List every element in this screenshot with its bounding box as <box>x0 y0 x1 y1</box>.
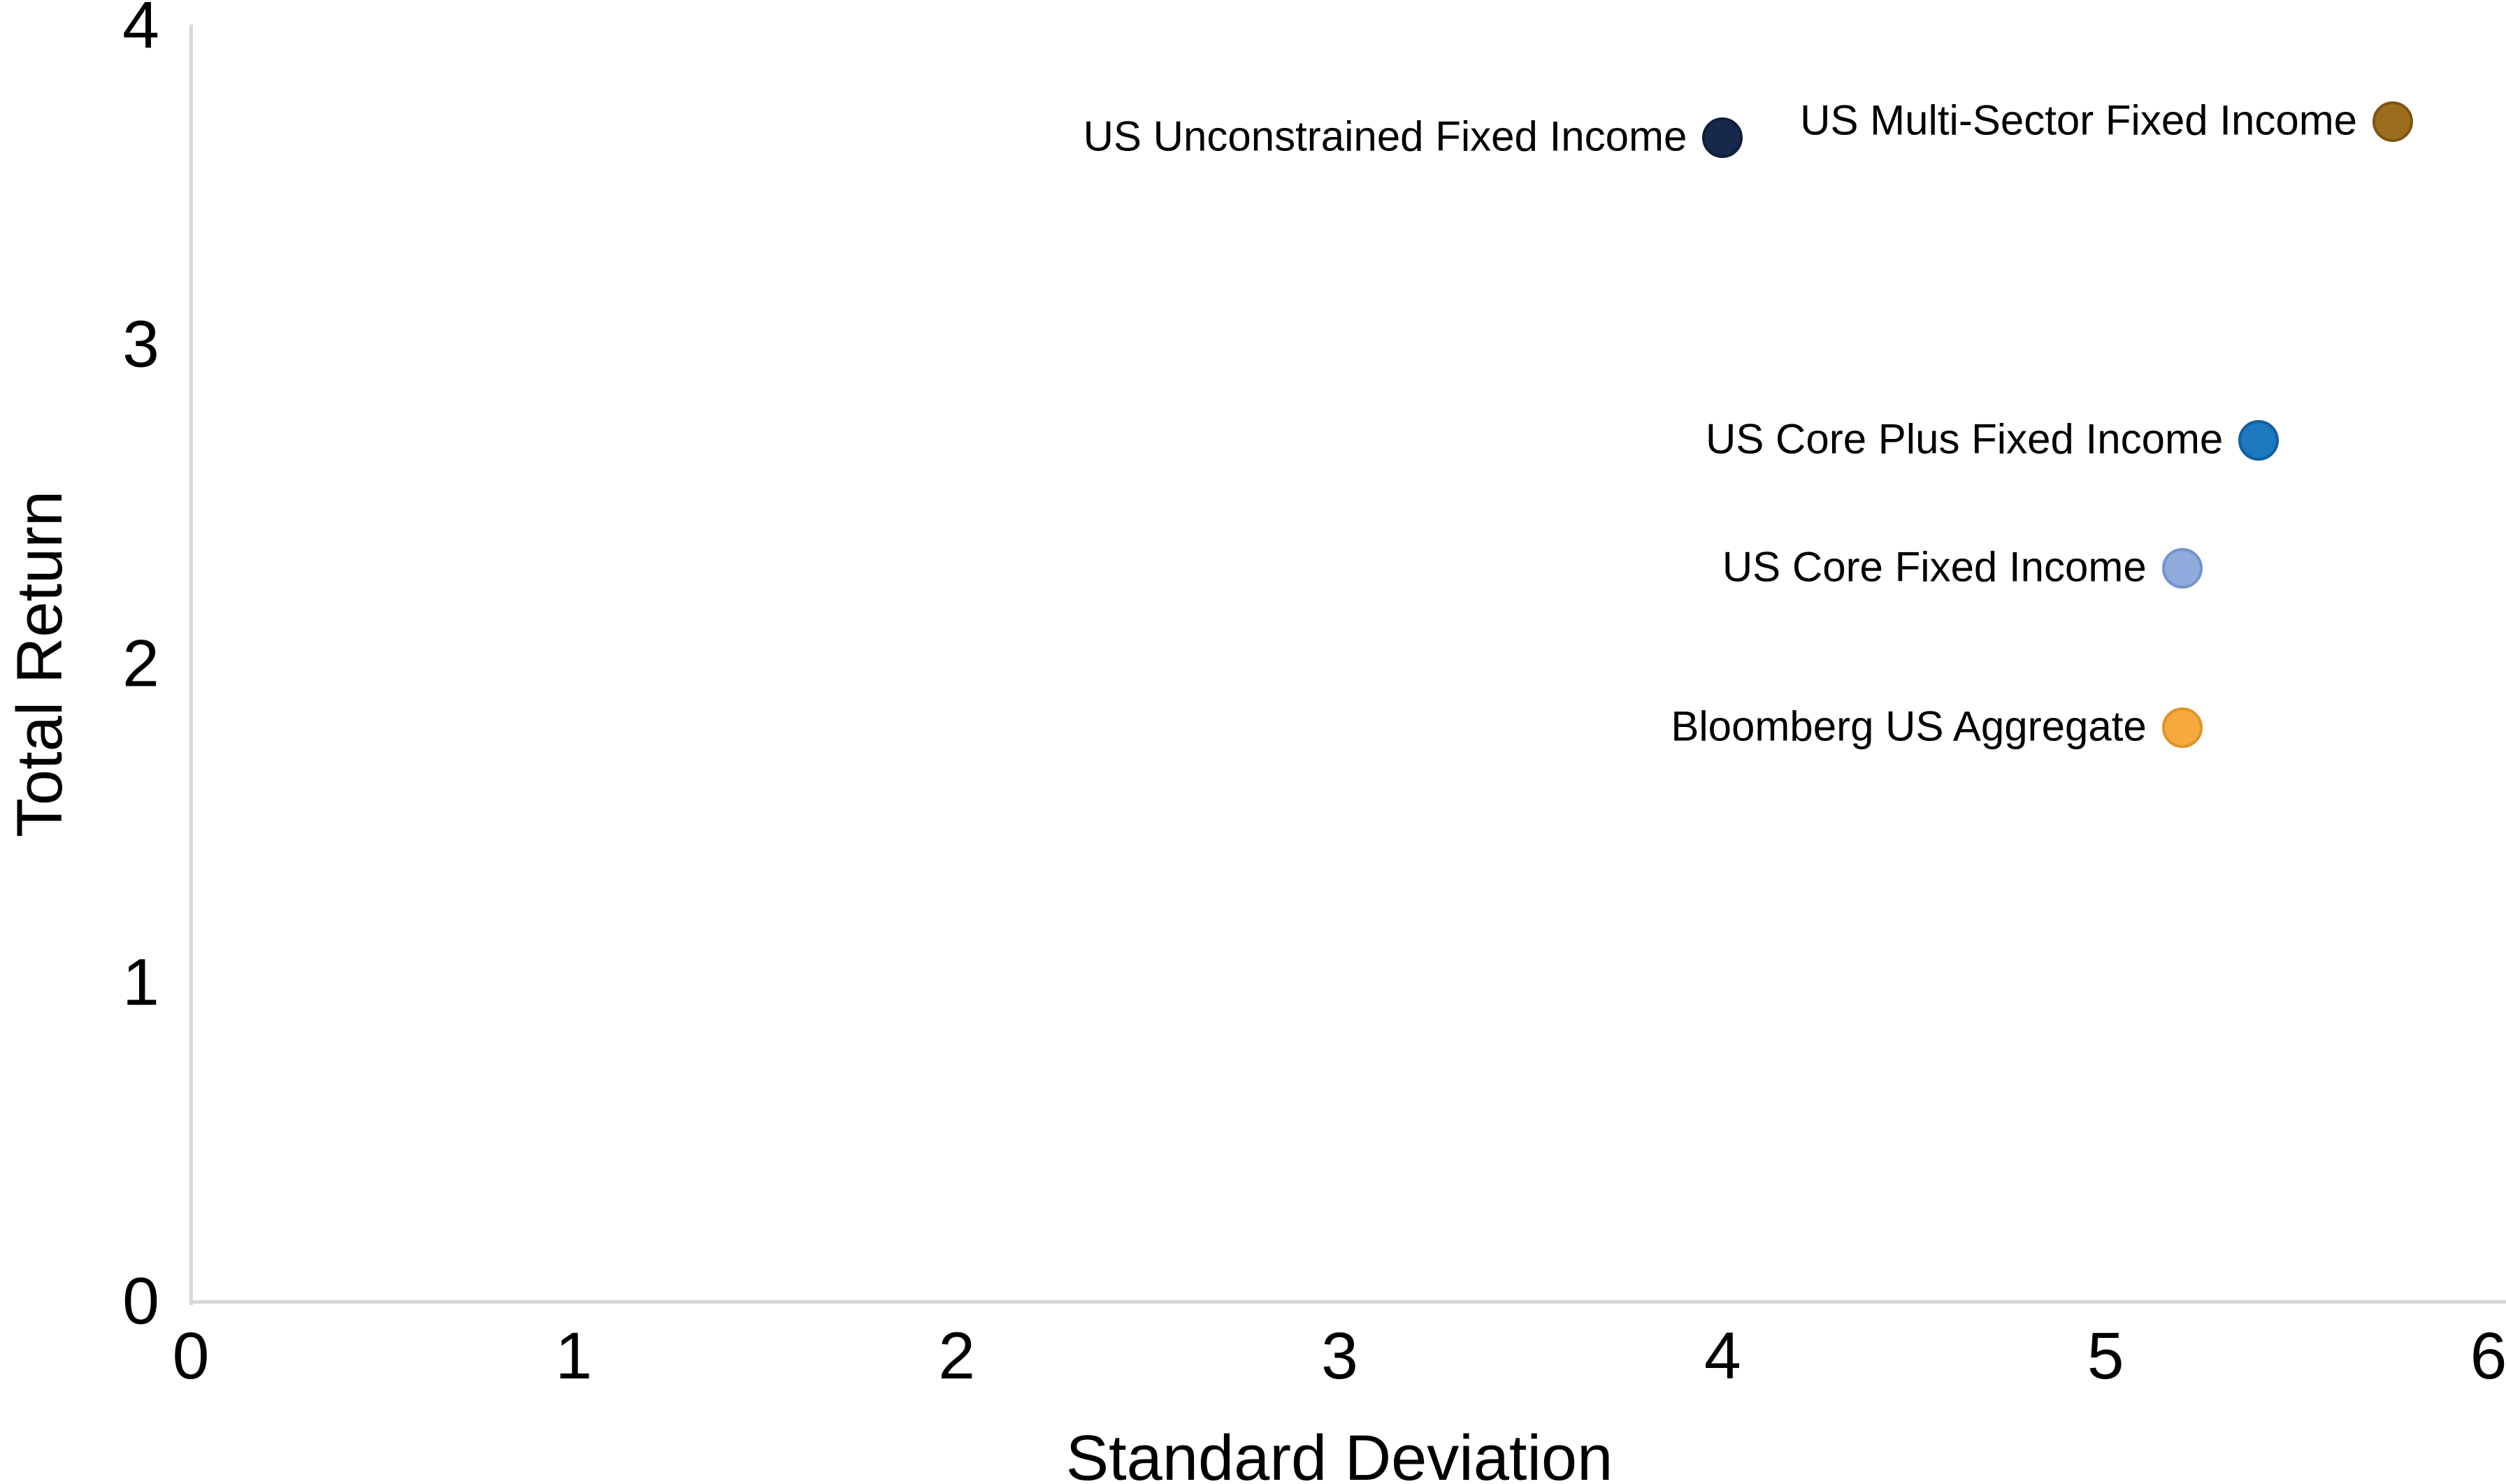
y-axis-line <box>189 24 193 1305</box>
x-axis-line <box>189 1300 2506 1304</box>
x-tick-label: 5 <box>2087 1319 2124 1393</box>
x-tick-label: 1 <box>555 1319 593 1393</box>
point-label-bloomberg-us-aggregate: Bloomberg US Aggregate <box>1671 703 2147 750</box>
x-tick-label: 6 <box>2470 1319 2506 1393</box>
x-axis-title: Standard Deviation <box>1065 1422 1613 1484</box>
x-tick-label: 4 <box>1704 1319 1741 1393</box>
y-tick-label: 0 <box>122 1264 159 1339</box>
x-tick-label: 3 <box>1321 1319 1358 1393</box>
x-tick-label: 2 <box>938 1319 976 1393</box>
point-label-us-core-fixed-income: US Core Fixed Income <box>1722 543 2147 591</box>
data-point-us-unconstrained-fixed-income <box>1702 117 1743 158</box>
y-tick-label: 1 <box>122 945 159 1020</box>
data-point-us-core-fixed-income <box>2161 547 2203 589</box>
x-tick-label: 0 <box>172 1319 210 1393</box>
data-point-us-core-plus-fixed-income <box>2238 420 2280 461</box>
data-point-bloomberg-us-aggregate <box>2161 707 2203 748</box>
y-tick-label: 3 <box>122 307 159 382</box>
y-tick-label: 4 <box>122 0 159 63</box>
point-label-us-unconstrained-fixed-income: US Unconstrained Fixed Income <box>1083 113 1687 160</box>
point-label-us-core-plus-fixed-income: US Core Plus Fixed Income <box>1706 415 2224 463</box>
point-label-us-multi-sector-fixed-income: US Multi-Sector Fixed Income <box>1800 96 2358 144</box>
y-tick-label: 2 <box>122 626 159 700</box>
data-point-us-multi-sector-fixed-income <box>2372 101 2414 142</box>
